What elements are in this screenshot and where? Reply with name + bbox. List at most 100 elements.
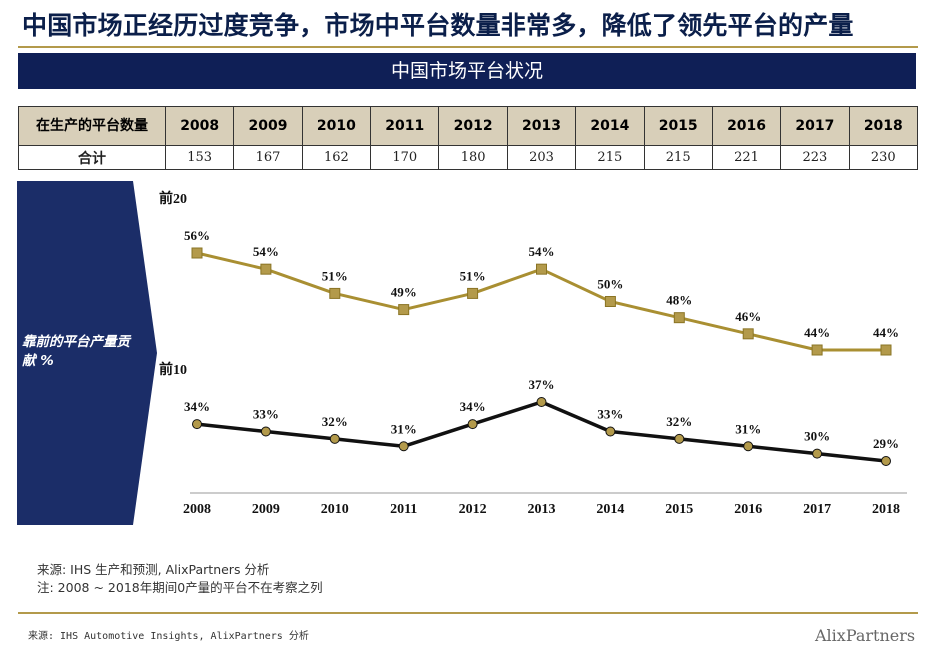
table-header-row: 在生产的平台数量 2008 2009 2010 2011 2012 2013 2… — [18, 106, 919, 146]
data-point — [467, 419, 478, 430]
footer-source: 来源: IHS Automotive Insights, AlixPartner… — [28, 631, 309, 642]
series-line — [196, 400, 887, 463]
table-total-cell: 215 — [643, 145, 713, 170]
data-label: 46% — [735, 309, 761, 324]
data-label: 44% — [873, 325, 899, 340]
data-point — [812, 448, 823, 459]
footnote: 注: 2008 ~ 2018年期间0产量的平台不在考察之列 — [37, 580, 323, 595]
table-total-cell: 170 — [370, 145, 440, 170]
table-total-cell: 180 — [438, 145, 508, 170]
x-tick-label: 2008 — [183, 502, 211, 517]
table-total-cell: 153 — [164, 145, 235, 170]
table-year-cell: 2015 — [643, 106, 713, 146]
data-label: 34% — [460, 399, 486, 414]
x-tick-label: 2010 — [321, 502, 349, 517]
table-year-cell: 2011 — [370, 106, 440, 146]
data-point — [811, 344, 823, 356]
title-divider — [18, 46, 918, 48]
table-year-cell: 2014 — [575, 106, 645, 146]
data-point — [536, 397, 547, 407]
data-point — [260, 426, 271, 437]
data-label: 37% — [529, 377, 555, 392]
data-label: 49% — [391, 285, 417, 300]
table-total-row: 合计 153 167 162 170 180 203 215 215 221 2… — [18, 145, 919, 170]
data-point — [329, 433, 340, 444]
x-axis: 2008 2009 2010 2011 2012 2013 2014 2015 2016 2017… — [183, 492, 907, 517]
series-top10: 34% 33% 32% 31% 34% 37% 33% 32% 31% 30% 29% — [184, 377, 899, 466]
data-label: 32% — [322, 414, 348, 429]
data-point — [673, 312, 685, 324]
source-note: 来源: IHS 生产和预测, AlixPartners 分析 — [37, 562, 270, 577]
x-tick-label: 2017 — [803, 502, 831, 517]
data-label: 34% — [184, 399, 210, 414]
table-year-cell: 2018 — [848, 106, 919, 146]
table-year-cell: 2008 — [164, 106, 235, 146]
table-total-cell: 230 — [848, 145, 919, 170]
data-point — [467, 287, 479, 299]
x-tick-label: 2013 — [528, 502, 556, 517]
x-tick-label: 2015 — [665, 502, 693, 517]
table-total-cell: 203 — [506, 145, 577, 170]
series-label-top10: 前10 — [159, 361, 187, 378]
x-tick-label: 2016 — [734, 502, 762, 517]
data-point — [398, 304, 410, 316]
side-arrow-panel — [17, 181, 157, 525]
data-label: 33% — [597, 407, 623, 422]
table-total-cell: 162 — [301, 145, 372, 170]
line-chart: 56% 54% 51% 49% 51% 54% 50% 48% 46% 44% 44% 34% 33%… — [159, 190, 907, 517]
platform-count-table: 在生产的平台数量 2008 2009 2010 2011 2012 2013 2… — [18, 106, 919, 170]
data-label: 54% — [529, 244, 555, 259]
series-label-top20: 前20 — [159, 190, 187, 207]
table-year-cell: 2017 — [780, 106, 850, 146]
data-label: 29% — [873, 436, 899, 451]
x-tick-label: 2011 — [390, 502, 417, 517]
table-year-cell: 2012 — [438, 106, 508, 146]
table-total-cell: 215 — [575, 145, 645, 170]
footer-divider — [18, 612, 918, 614]
data-point — [329, 287, 341, 299]
x-tick-label: 2014 — [596, 502, 624, 517]
data-point — [192, 419, 202, 430]
table-total-cell: 223 — [780, 145, 850, 170]
page-title: 中国市场正经历过度竞争，市场中平台数量非常多，降低了领先平台的产量 — [22, 11, 854, 40]
data-label: 31% — [391, 421, 417, 436]
data-label: 56% — [184, 228, 210, 243]
data-label: 51% — [322, 268, 348, 283]
data-label: 50% — [597, 277, 623, 292]
data-label: 31% — [735, 421, 761, 436]
data-point — [743, 441, 754, 452]
table-year-cell: 2009 — [233, 106, 303, 146]
table-row-label-header: 在生产的平台数量 — [18, 106, 166, 146]
data-label: 54% — [253, 244, 279, 259]
data-point — [605, 426, 616, 437]
data-label: 30% — [804, 429, 830, 444]
side-panel-label: 靠前的平台产量贡献 % — [22, 334, 130, 369]
table-total-label: 合计 — [18, 145, 166, 170]
data-point — [881, 456, 891, 466]
data-label: 33% — [253, 407, 279, 422]
data-point — [674, 433, 685, 444]
data-point — [260, 263, 272, 275]
data-point — [880, 344, 892, 356]
table-year-cell: 2016 — [711, 106, 782, 146]
data-label: 48% — [666, 293, 692, 308]
data-point — [604, 296, 616, 307]
x-tick-label: 2009 — [252, 502, 280, 517]
data-label: 51% — [460, 268, 486, 283]
x-tick-label: 2012 — [459, 502, 487, 517]
data-label: 32% — [666, 414, 692, 429]
table-year-cell: 2013 — [506, 106, 577, 146]
table-year-cell: 2010 — [301, 106, 372, 146]
series-top20: 56% 54% 51% 49% 51% 54% 50% 48% 46% 44% 44% — [184, 228, 899, 356]
section-banner: 中国市场平台状况 — [18, 53, 916, 89]
data-point — [398, 441, 409, 452]
side-arrow-shape — [17, 181, 157, 525]
table-total-cell: 221 — [711, 145, 782, 170]
data-point — [191, 247, 203, 259]
x-tick-label: 2018 — [872, 502, 900, 517]
data-label: 44% — [804, 325, 830, 340]
brand-logo: AlixPartners — [815, 626, 916, 645]
data-point — [536, 263, 547, 275]
data-point — [742, 328, 754, 340]
table-total-cell: 167 — [233, 145, 303, 170]
